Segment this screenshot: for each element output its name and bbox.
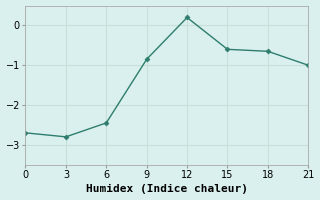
X-axis label: Humidex (Indice chaleur): Humidex (Indice chaleur) — [86, 184, 248, 194]
